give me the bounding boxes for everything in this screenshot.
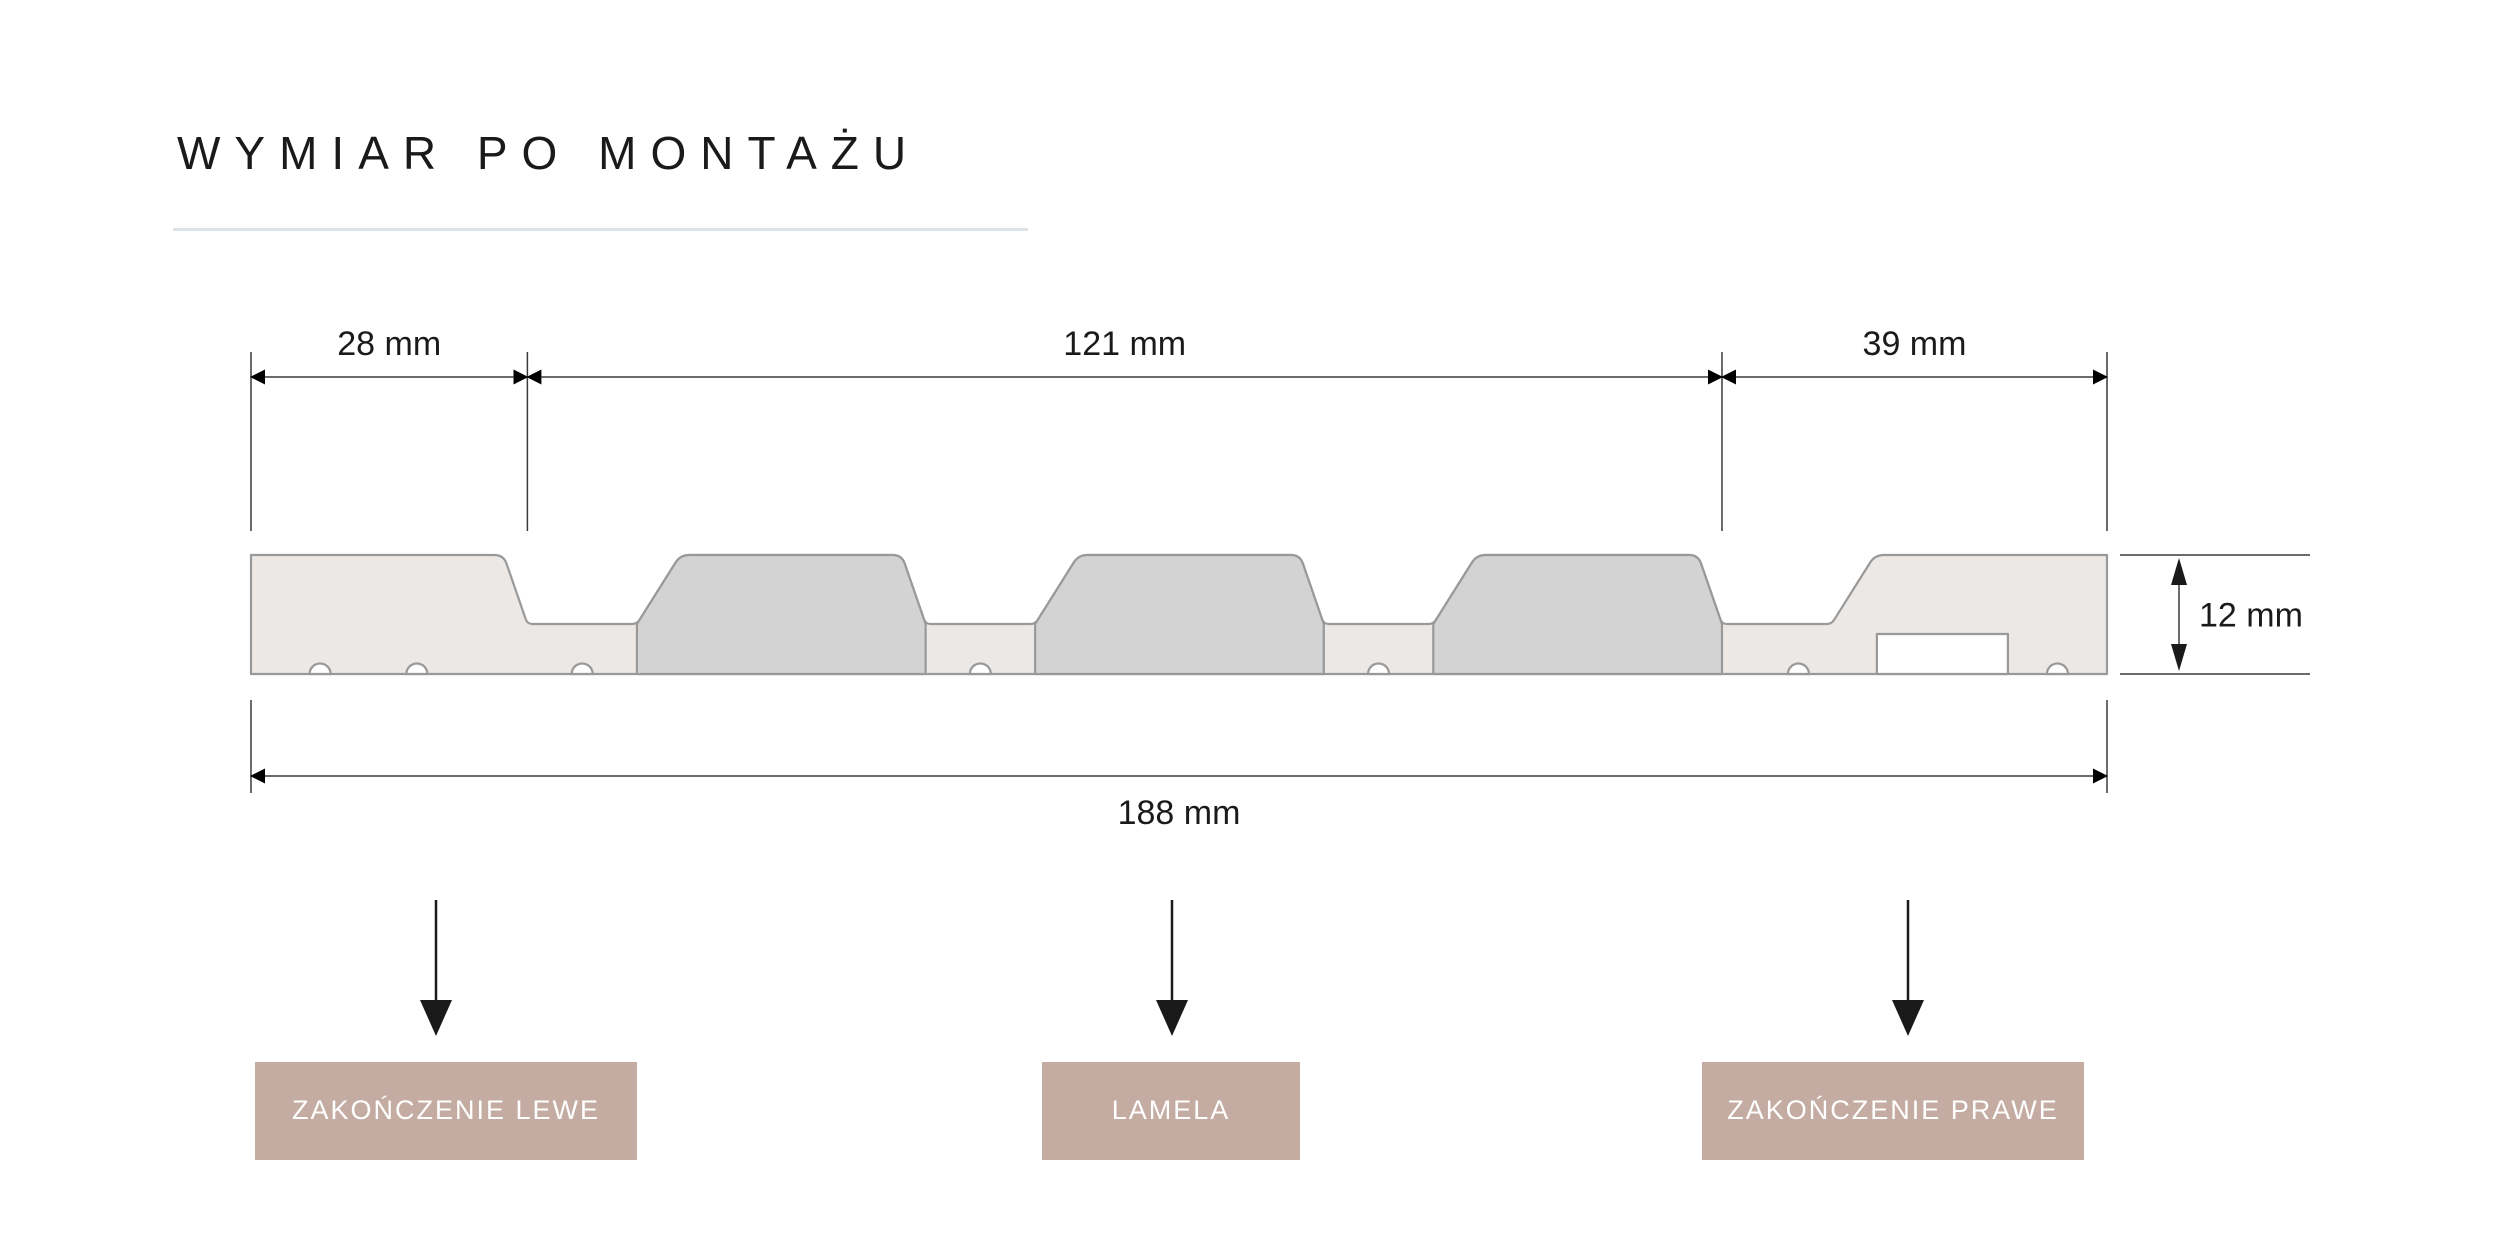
svg-text:12 mm: 12 mm [2199, 597, 2303, 635]
svg-text:188 mm: 188 mm [1118, 794, 1241, 832]
svg-text:39 mm: 39 mm [1863, 325, 1967, 363]
svg-text:121 mm: 121 mm [1063, 325, 1186, 363]
svg-text:28 mm: 28 mm [337, 325, 441, 363]
